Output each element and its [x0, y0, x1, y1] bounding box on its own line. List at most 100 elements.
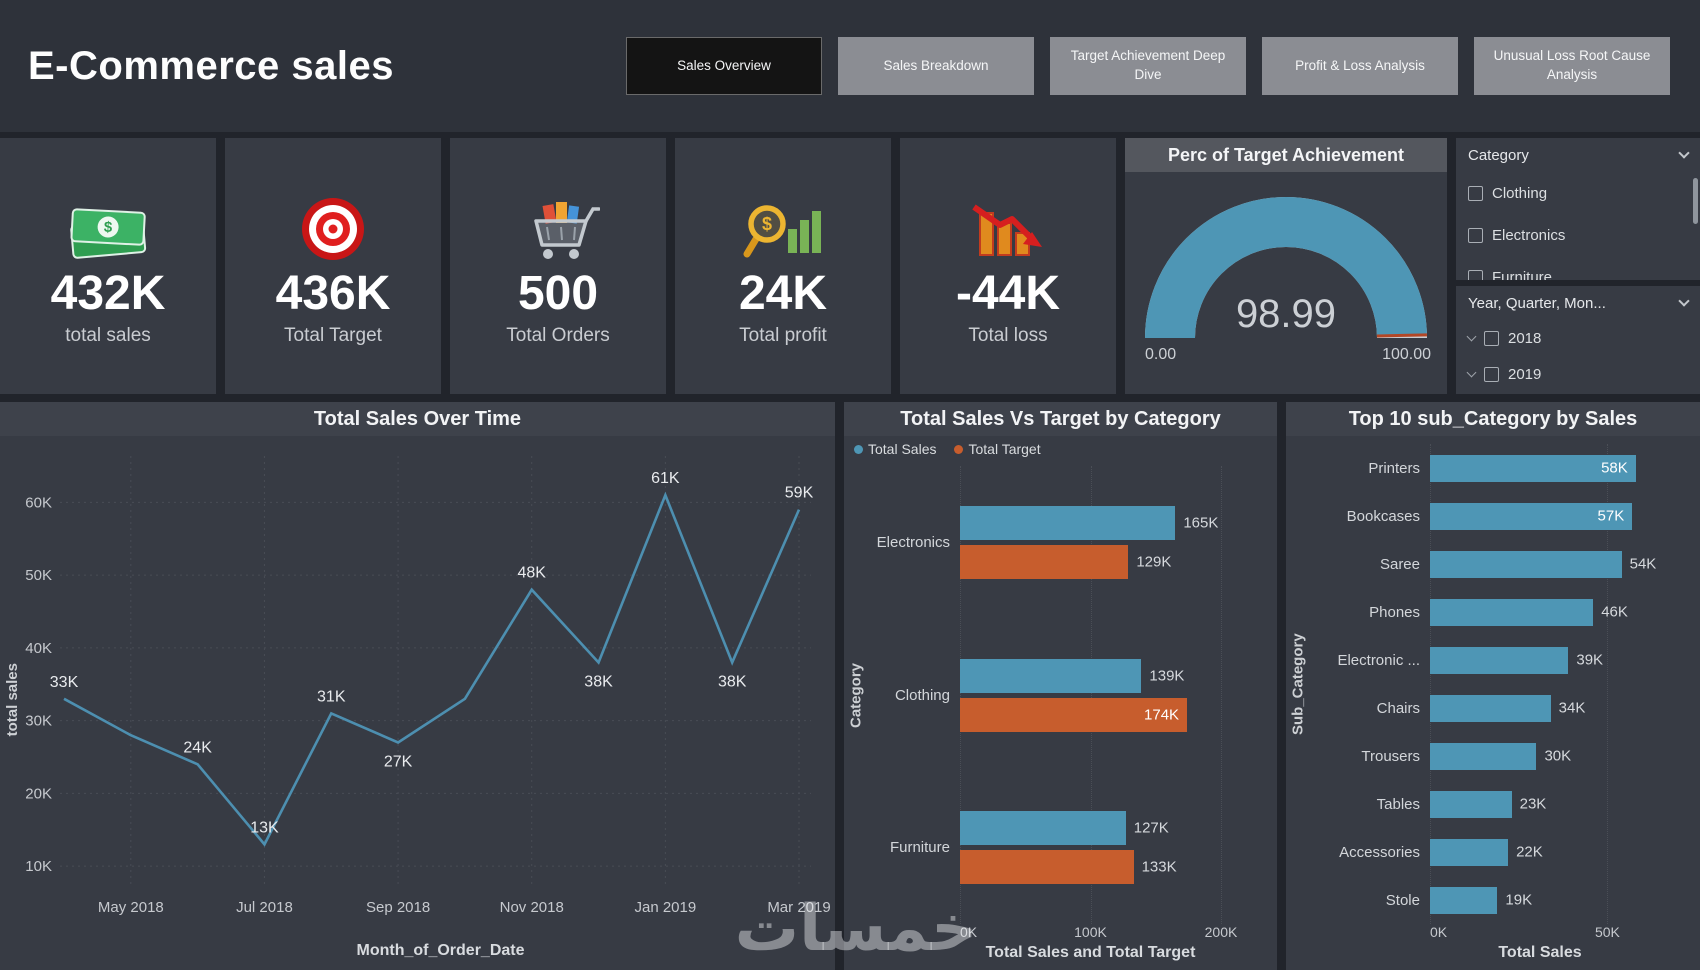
gauge-svg[interactable] — [1125, 172, 1447, 344]
grid-line — [1090, 466, 1092, 924]
expand-chevron-icon[interactable] — [1466, 331, 1477, 342]
checkbox[interactable] — [1484, 366, 1499, 382]
sales-bar[interactable]: 23K — [1430, 790, 1546, 818]
sales-vs-target-x-axis-title: Total Sales and Total Target — [985, 944, 1196, 961]
kpi-value: 432K — [50, 266, 166, 320]
total-sales-bar[interactable]: 165K — [960, 505, 1218, 540]
filter-option-furniture[interactable]: Furniture — [1456, 256, 1700, 280]
tab-target-achievement-deep-dive[interactable]: Target Achievement Deep Dive — [1050, 37, 1246, 95]
chevron-down-icon[interactable] — [1678, 147, 1690, 159]
sales-bar[interactable]: 19K — [1430, 886, 1532, 914]
bar-value-label: 133K — [1141, 858, 1177, 876]
grid-line — [960, 466, 961, 924]
kpi-label: Total Orders — [506, 325, 610, 347]
kpi-value: -44K — [955, 266, 1061, 320]
sales-bar[interactable]: 57K — [1430, 502, 1633, 530]
y-tick-label: 30K — [25, 713, 52, 730]
filter-option-2019[interactable]: 2019 — [1456, 356, 1700, 392]
nav-tabs: Sales Overview Sales Breakdown Target Ac… — [626, 37, 1670, 95]
sales-line[interactable] — [63, 491, 801, 847]
x-tick-label: Mar 2019 — [767, 899, 830, 916]
category-label: Chairs — [1376, 699, 1420, 717]
checkbox[interactable] — [1468, 269, 1483, 280]
checkbox[interactable] — [1468, 185, 1483, 201]
total-sales-bar[interactable]: 127K — [960, 811, 1169, 846]
tab-sales-overview[interactable]: Sales Overview — [626, 37, 822, 95]
category-label: Tables — [1376, 795, 1420, 813]
svg-text:$: $ — [762, 214, 772, 234]
legend-item-total-target[interactable]: Total Target — [954, 441, 1041, 457]
tab-profit-loss-analysis[interactable]: Profit & Loss Analysis — [1262, 37, 1458, 95]
legend: Total Sales Total Target — [844, 436, 1277, 462]
kpi-value: 24K — [738, 266, 828, 320]
tab-sales-breakdown[interactable]: Sales Breakdown — [838, 37, 1034, 95]
tab-unusual-loss-root-cause-analysis[interactable]: Unusual Loss Root Cause Analysis — [1474, 37, 1670, 95]
gauge-fill — [1145, 197, 1427, 339]
kpi-label: Total profit — [739, 325, 827, 347]
bar-value-label: 46K — [1601, 603, 1628, 621]
bar-value-label: 23K — [1519, 795, 1547, 813]
total-target-bar[interactable]: 133K — [960, 850, 1177, 885]
sales-bar[interactable]: 54K — [1430, 550, 1656, 578]
point-label: 61K — [651, 470, 680, 487]
y-tick-label: 10K — [25, 858, 52, 875]
category-filter: Category Clothing Electronics Furniture — [1456, 138, 1700, 280]
top10-plot[interactable]: 58K 57K 54K 46K 39K 34K 30K 23K 22K 19K — [1430, 444, 1656, 924]
expand-chevron-icon[interactable] — [1466, 367, 1477, 378]
page-title: E-Commerce sales — [28, 43, 394, 88]
filter-option-2018[interactable]: 2018 — [1456, 320, 1700, 356]
x-tick-label: Sep 2018 — [366, 899, 430, 916]
legend-dot-icon — [854, 444, 863, 454]
total-sales-bar[interactable]: 139K — [960, 658, 1184, 693]
gb-xticks: 0K 100K 200K — [960, 924, 1237, 944]
filter-option-label: Clothing — [1492, 184, 1548, 202]
sales-bar[interactable]: 30K — [1430, 742, 1571, 770]
cart-icon — [516, 185, 600, 263]
line-chart-x-axis-title: Month_of_Order_Date — [356, 942, 525, 959]
gauge-target-marker — [1376, 333, 1427, 338]
top10-title: Top 10 sub_Category by Sales — [1286, 402, 1700, 436]
sales-vs-target-title: Total Sales Vs Target by Category — [844, 402, 1277, 436]
sales-bar[interactable]: 39K — [1430, 646, 1603, 674]
bar-value-label: 22K — [1516, 843, 1543, 861]
bar-row: 23K — [1430, 780, 1650, 828]
header: E-Commerce sales Sales Overview Sales Br… — [0, 0, 1700, 132]
legend-item-total-sales[interactable]: Total Sales — [854, 441, 936, 457]
category-label: Phones — [1369, 603, 1420, 621]
kpi-total-loss: -44K Total loss — [900, 138, 1116, 394]
x-tick-label: 100K — [1074, 924, 1107, 940]
scrollbar[interactable] — [1693, 178, 1698, 224]
line-chart-title: Total Sales Over Time — [0, 402, 835, 436]
sales-bar[interactable]: 34K — [1430, 694, 1585, 722]
filter-option-electronics[interactable]: Electronics — [1456, 214, 1700, 256]
date-filter-header[interactable]: Year, Quarter, Mon... — [1456, 286, 1700, 320]
filter-option-clothing[interactable]: Clothing — [1456, 172, 1700, 214]
total-target-bar[interactable]: 129K — [960, 544, 1171, 579]
point-label: 48K — [517, 565, 546, 582]
line-chart-svg[interactable]: 10K 20K 30K 40K 50K 60K May 2018 Jul 2018 Sep 20… — [0, 436, 835, 942]
sales-vs-target-y-axis-title: Category — [847, 662, 865, 728]
checkbox[interactable] — [1484, 330, 1499, 346]
point-label: 31K — [317, 688, 346, 705]
filter-option-label: 2018 — [1508, 329, 1542, 347]
top10-panel: Top 10 sub_Category by Sales Sub_Categor… — [1286, 402, 1700, 970]
x-tick-label: Jan 2019 — [634, 899, 696, 916]
chevron-down-icon[interactable] — [1678, 295, 1690, 307]
kpi-total-profit: $ 24K Total profit — [675, 138, 891, 394]
category-label: Saree — [1379, 555, 1420, 573]
checkbox[interactable] — [1468, 227, 1483, 243]
category-label: Furniture — [889, 839, 950, 857]
grouped-bars-plot[interactable]: 165K 129K 139K 174K 127K 133K — [960, 466, 1222, 924]
sales-bar[interactable]: 46K — [1430, 598, 1628, 626]
total-target-bar[interactable]: 174K — [960, 697, 1188, 732]
gauge-value: 98.99 — [1235, 292, 1337, 336]
category-filter-options: Clothing Electronics Furniture — [1456, 172, 1700, 280]
sales-bar[interactable]: 22K — [1430, 838, 1543, 866]
category-filter-header[interactable]: Category — [1456, 138, 1700, 172]
bar-row: 22K — [1430, 828, 1650, 876]
bar-value-label: 127K — [1133, 819, 1169, 837]
filter-column: Category Clothing Electronics Furniture Ye… — [1456, 138, 1700, 394]
bar-value-label: 165K — [1183, 514, 1219, 532]
sales-bar[interactable]: 58K — [1430, 454, 1636, 482]
